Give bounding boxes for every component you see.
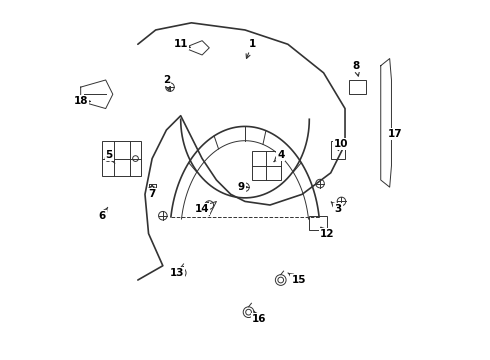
Text: 17: 17 (388, 129, 402, 139)
FancyBboxPatch shape (309, 216, 327, 230)
Text: 3: 3 (331, 202, 342, 213)
Text: 11: 11 (173, 39, 190, 49)
Text: 6: 6 (98, 207, 108, 221)
Text: 18: 18 (74, 96, 90, 107)
Text: 10: 10 (334, 139, 349, 150)
Text: 2: 2 (163, 75, 170, 90)
FancyBboxPatch shape (252, 152, 281, 180)
Text: 9: 9 (238, 182, 247, 192)
FancyBboxPatch shape (102, 141, 142, 176)
Text: 15: 15 (288, 273, 306, 285)
Text: 14: 14 (195, 202, 209, 213)
Text: 1: 1 (246, 39, 256, 58)
Text: 12: 12 (320, 227, 334, 239)
Text: 13: 13 (170, 266, 184, 278)
Text: 5: 5 (106, 150, 115, 163)
Text: 4: 4 (274, 150, 284, 162)
Text: 16: 16 (252, 311, 267, 324)
Text: 8: 8 (352, 61, 359, 76)
FancyBboxPatch shape (348, 80, 367, 94)
FancyBboxPatch shape (331, 141, 345, 158)
Text: 7: 7 (148, 185, 156, 199)
